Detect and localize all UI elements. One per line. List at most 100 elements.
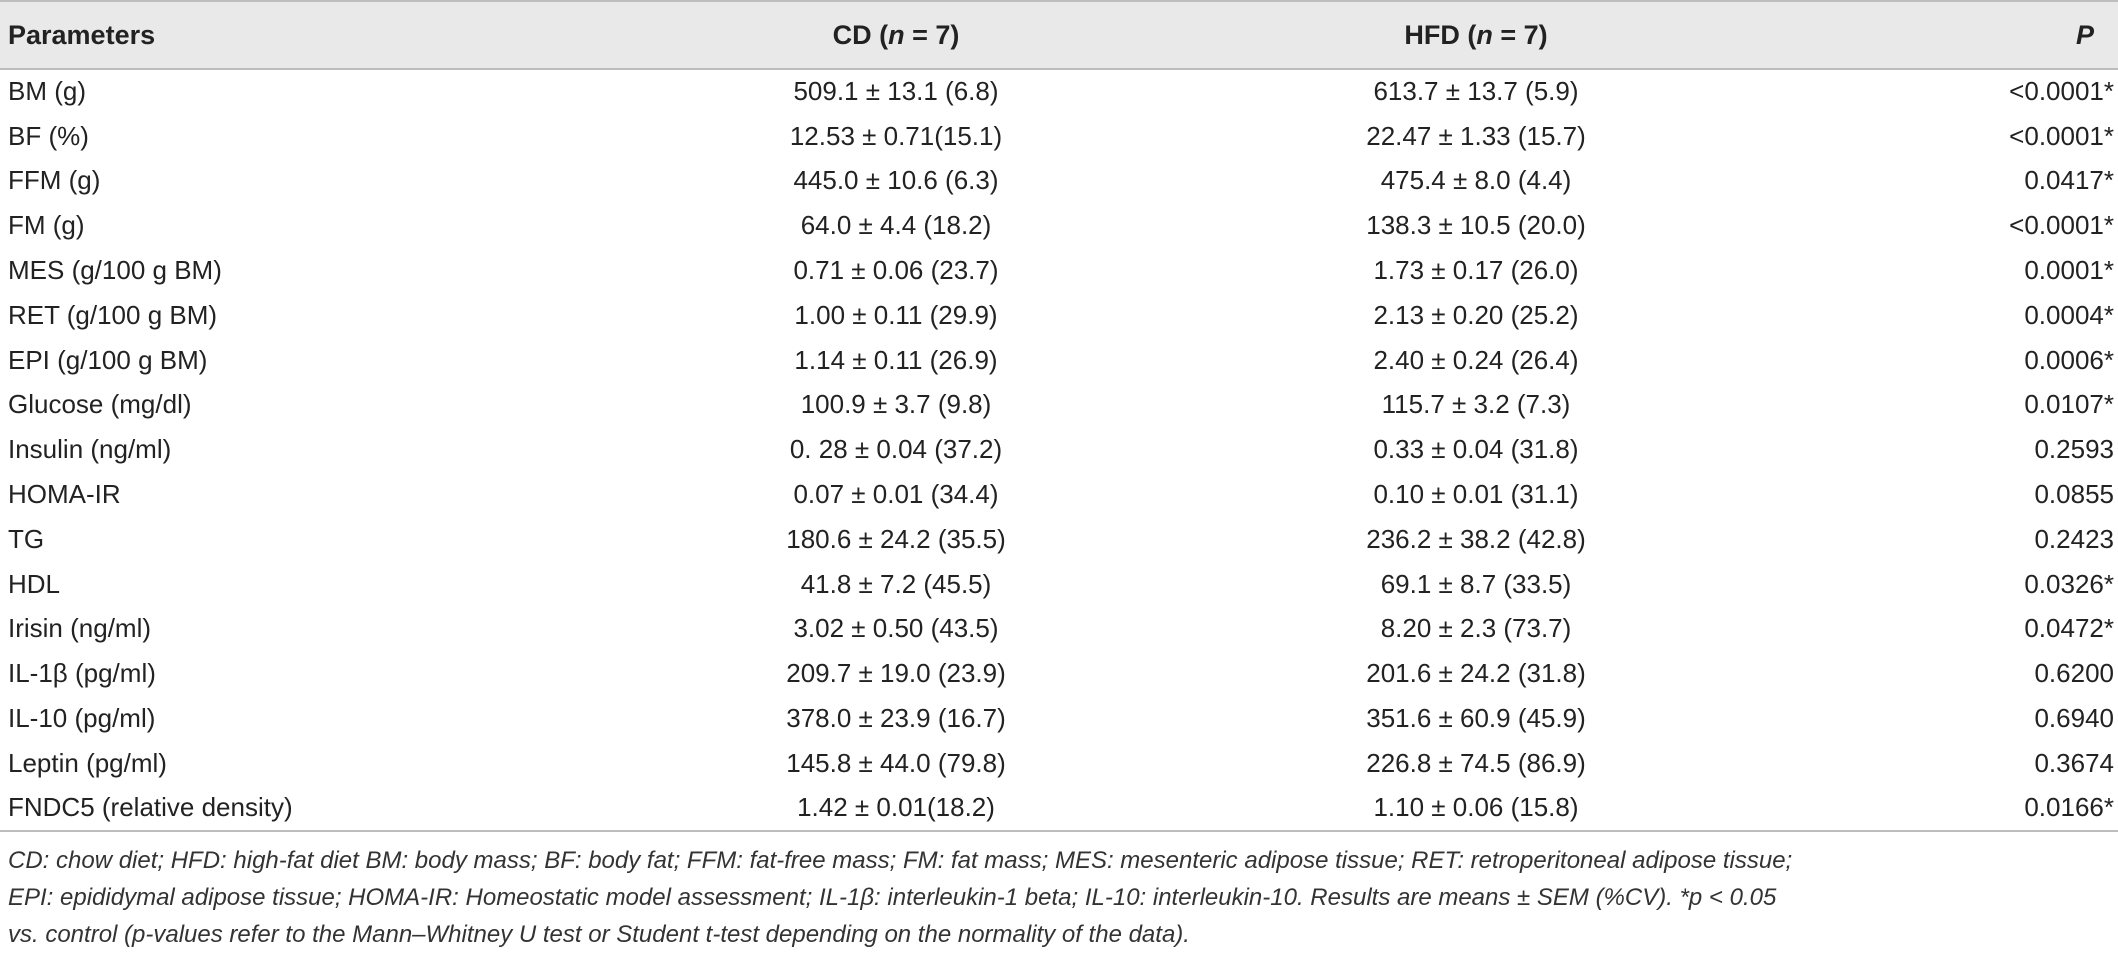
row-parameter: Leptin (pg/ml) <box>8 747 167 778</box>
row-hfd-value: 1.73 ± 0.17 (26.0) <box>1373 255 1579 286</box>
table-row: HOMA-IR 0.07 ± 0.01 (34.4) 0.10 ± 0.01 (… <box>0 472 2118 517</box>
table-body: BM (g) 509.1 ± 13.1 (6.8) 613.7 ± 13.7 (… <box>0 69 2118 831</box>
table-row: IL-10 (pg/ml) 378.0 ± 23.9 (16.7) 351.6 … <box>0 696 2118 741</box>
header-hfd-suffix: = 7) <box>1492 19 1548 50</box>
row-p-value: <0.0001* <box>2009 210 2114 241</box>
row-hfd-value: 0.33 ± 0.04 (31.8) <box>1373 434 1579 465</box>
header-parameters: Parameters <box>8 19 156 50</box>
row-hfd-value: 22.47 ± 1.33 (15.7) <box>1366 120 1586 151</box>
row-parameter: FM (g) <box>8 210 85 241</box>
row-parameter: BF (%) <box>8 120 89 151</box>
header-cd-suffix: = 7) <box>904 19 960 50</box>
row-hfd-value: 69.1 ± 8.7 (33.5) <box>1380 568 1572 599</box>
row-cd-value: 0.07 ± 0.01 (34.4) <box>793 479 999 510</box>
row-p-value: 0.3674 <box>2034 747 2114 778</box>
row-p-value: 0.0472* <box>2024 613 2114 644</box>
row-p-value: 0.0001* <box>2024 255 2114 286</box>
header-cd-prefix: CD ( <box>832 19 889 50</box>
row-p-value: 0.0417* <box>2024 165 2114 196</box>
row-parameter: Irisin (ng/ml) <box>8 613 152 644</box>
row-hfd-value: 351.6 ± 60.9 (45.9) <box>1366 703 1586 734</box>
row-cd-value: 0. 28 ± 0.04 (37.2) <box>789 434 1003 465</box>
row-cd-value: 209.7 ± 19.0 (23.9) <box>786 658 1006 689</box>
header-p: P <box>2075 19 2094 50</box>
footnote-line-3: vs. control (p-values refer to the Mann–… <box>8 921 1190 948</box>
table-row: TG 180.6 ± 24.2 (35.5) 236.2 ± 38.2 (42.… <box>0 517 2118 562</box>
row-parameter: TG <box>8 523 45 554</box>
footnote-line-2: EPI: epididymal adipose tissue; HOMA-IR:… <box>8 884 1777 911</box>
row-hfd-value: 1.10 ± 0.06 (15.8) <box>1373 792 1579 823</box>
table-row: FFM (g) 445.0 ± 10.6 (6.3) 475.4 ± 8.0 (… <box>0 159 2118 204</box>
row-p-value: 0.2423 <box>2034 523 2114 554</box>
table-row: BM (g) 509.1 ± 13.1 (6.8) 613.7 ± 13.7 (… <box>0 69 2118 114</box>
row-hfd-value: 475.4 ± 8.0 (4.4) <box>1380 165 1572 196</box>
table-row: FM (g) 64.0 ± 4.4 (18.2) 138.3 ± 10.5 (2… <box>0 203 2118 248</box>
table-row: FNDC5 (relative density) 1.42 ± 0.01(18.… <box>0 786 2118 831</box>
row-cd-value: 100.9 ± 3.7 (9.8) <box>800 389 992 420</box>
row-parameter: MES (g/100 g BM) <box>8 255 222 286</box>
row-p-value: <0.0001* <box>2009 76 2114 107</box>
row-cd-value: 180.6 ± 24.2 (35.5) <box>786 523 1006 554</box>
row-hfd-value: 0.10 ± 0.01 (31.1) <box>1373 479 1579 510</box>
row-hfd-value: 201.6 ± 24.2 (31.8) <box>1366 658 1586 689</box>
header-hfd-n: n <box>1476 19 1493 50</box>
table-row: BF (%) 12.53 ± 0.71(15.1) 22.47 ± 1.33 (… <box>0 114 2118 159</box>
table-row: HDL 41.8 ± 7.2 (45.5) 69.1 ± 8.7 (33.5) … <box>0 562 2118 607</box>
row-hfd-value: 2.13 ± 0.20 (25.2) <box>1373 299 1579 330</box>
row-cd-value: 1.00 ± 0.11 (29.9) <box>794 299 998 330</box>
row-hfd-value: 613.7 ± 13.7 (5.9) <box>1373 76 1579 107</box>
row-p-value: 0.0855 <box>2034 479 2114 510</box>
row-cd-value: 41.8 ± 7.2 (45.5) <box>800 568 992 599</box>
table-row: RET (g/100 g BM) 1.00 ± 0.11 (29.9) 2.13… <box>0 293 2118 338</box>
row-cd-value: 378.0 ± 23.9 (16.7) <box>786 703 1006 734</box>
row-parameter: Glucose (mg/dl) <box>8 389 192 420</box>
header-cd: CD (n = 7) <box>640 1 1152 69</box>
table-row: IL-1β (pg/ml) 209.7 ± 19.0 (23.9) 201.6 … <box>0 651 2118 696</box>
header-hfd: HFD (n = 7) <box>1152 1 1800 69</box>
row-p-value: 0.0166* <box>2024 792 2114 823</box>
row-cd-value: 509.1 ± 13.1 (6.8) <box>793 76 999 107</box>
row-p-value: 0.0326* <box>2024 568 2114 599</box>
row-hfd-value: 226.8 ± 74.5 (86.9) <box>1366 747 1586 778</box>
row-cd-value: 12.53 ± 0.71(15.1) <box>789 120 1003 151</box>
row-cd-value: 0.71 ± 0.06 (23.7) <box>793 255 999 286</box>
row-p-value: 0.2593 <box>2034 434 2114 465</box>
row-cd-value: 445.0 ± 10.6 (6.3) <box>793 165 999 196</box>
row-p-value: <0.0001* <box>2009 120 2114 151</box>
row-hfd-value: 236.2 ± 38.2 (42.8) <box>1366 523 1586 554</box>
row-hfd-value: 138.3 ± 10.5 (20.0) <box>1366 210 1586 241</box>
row-cd-value: 64.0 ± 4.4 (18.2) <box>800 210 992 241</box>
row-p-value: 0.0006* <box>2024 344 2114 375</box>
row-cd-value: 1.42 ± 0.01(18.2) <box>797 792 995 823</box>
table-row: MES (g/100 g BM) 0.71 ± 0.06 (23.7) 1.73… <box>0 248 2118 293</box>
row-parameter: Insulin (ng/ml) <box>8 434 172 465</box>
row-parameter: RET (g/100 g BM) <box>8 299 218 330</box>
row-parameter: FFM (g) <box>8 165 101 196</box>
row-parameter: IL-1β (pg/ml) <box>8 658 156 689</box>
row-hfd-value: 8.20 ± 2.3 (73.7) <box>1380 613 1572 644</box>
row-parameter: HOMA-IR <box>8 479 121 510</box>
row-p-value: 0.6940 <box>2034 703 2114 734</box>
row-p-value: 0.6200 <box>2034 658 2114 689</box>
table-row: Leptin (pg/ml) 145.8 ± 44.0 (79.8) 226.8… <box>0 741 2118 786</box>
table-footnote: CD: chow diet; HFD: high-fat diet BM: bo… <box>8 842 2108 953</box>
row-parameter: IL-10 (pg/ml) <box>8 703 156 734</box>
row-parameter: FNDC5 (relative density) <box>8 792 293 823</box>
header-cd-n: n <box>888 19 905 50</box>
row-p-value: 0.0004* <box>2024 299 2114 330</box>
table-row: Insulin (ng/ml) 0. 28 ± 0.04 (37.2) 0.33… <box>0 427 2118 472</box>
row-cd-value: 3.02 ± 0.50 (43.5) <box>793 613 999 644</box>
row-cd-value: 1.14 ± 0.11 (26.9) <box>794 344 998 375</box>
row-parameter: BM (g) <box>8 76 86 107</box>
row-parameter: HDL <box>8 568 61 599</box>
header-row: Parameters CD (n = 7) HFD (n = 7) P <box>0 1 2118 69</box>
footnote-line-1: CD: chow diet; HFD: high-fat diet BM: bo… <box>8 847 1793 874</box>
table-header: Parameters CD (n = 7) HFD (n = 7) P <box>0 1 2118 69</box>
row-hfd-value: 115.7 ± 3.2 (7.3) <box>1381 389 1571 420</box>
results-table: Parameters CD (n = 7) HFD (n = 7) P BM (… <box>0 1 2118 831</box>
row-cd-value: 145.8 ± 44.0 (79.8) <box>786 747 1006 778</box>
row-hfd-value: 2.40 ± 0.24 (26.4) <box>1373 344 1579 375</box>
row-p-value: 0.0107* <box>2024 389 2114 420</box>
header-hfd-prefix: HFD ( <box>1404 19 1477 50</box>
